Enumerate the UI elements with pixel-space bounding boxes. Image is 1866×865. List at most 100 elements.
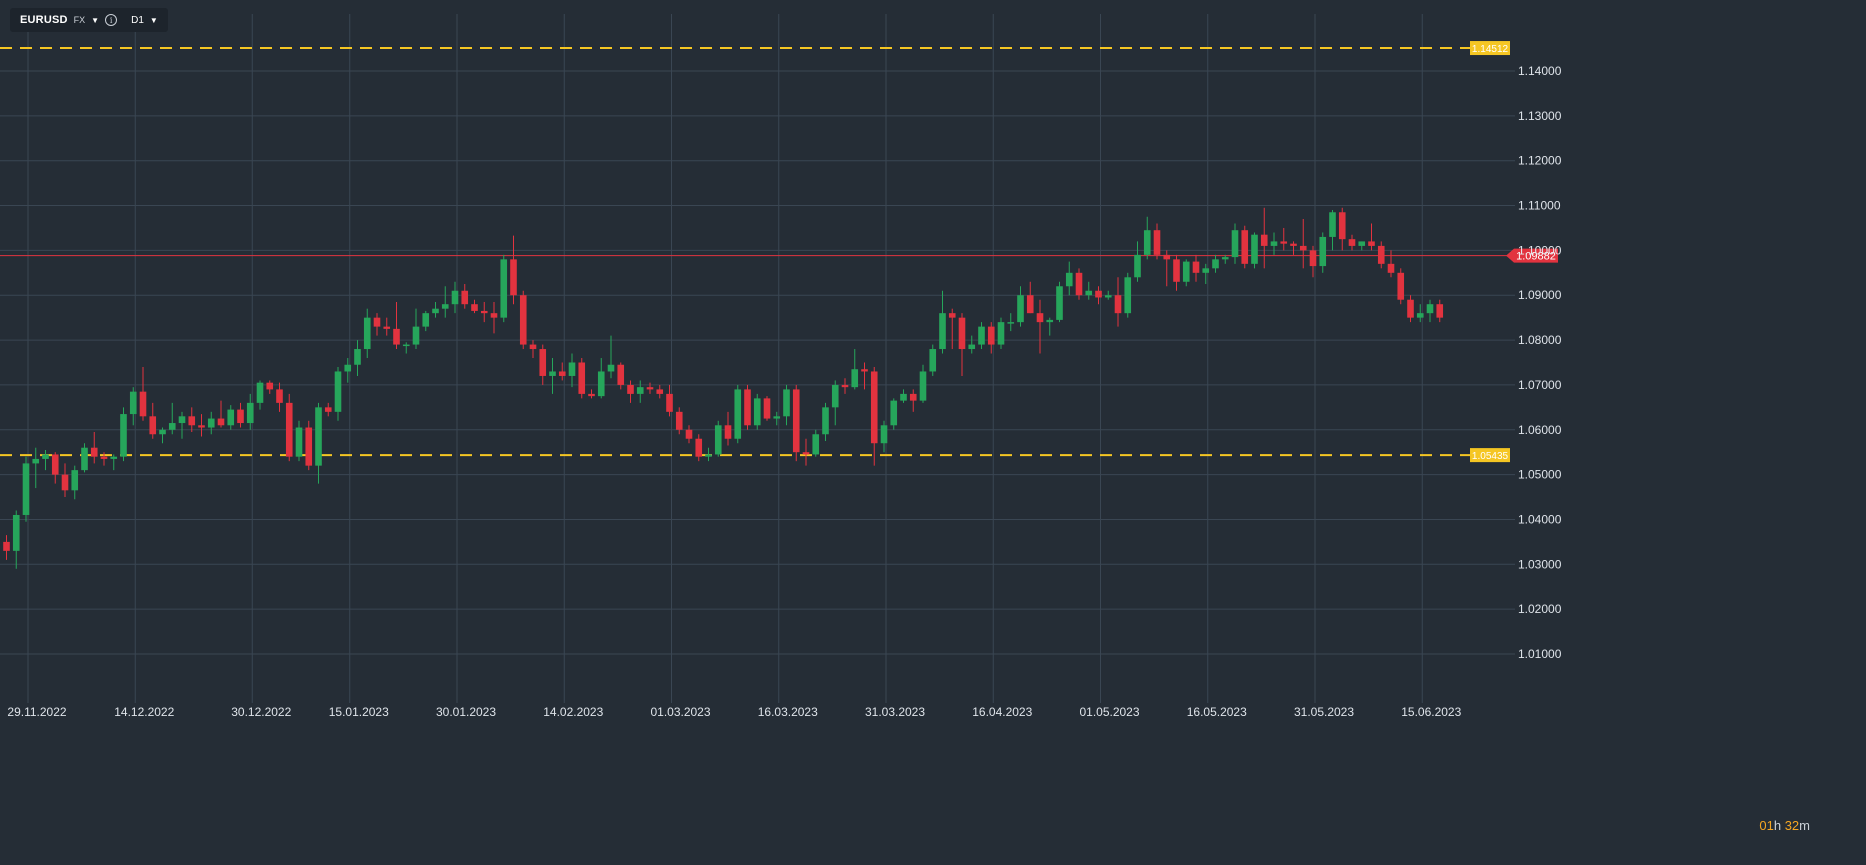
level-badge (1470, 41, 1510, 56)
candle (100, 452, 108, 466)
candle (1065, 261, 1073, 296)
timeframe-selector[interactable]: D1 (131, 14, 144, 26)
y-tick-label: 1.13000 (1518, 109, 1562, 123)
candle (1182, 259, 1190, 287)
candle-body (237, 409, 244, 424)
candle-body (1114, 295, 1122, 314)
candle-body (363, 317, 371, 350)
candle (1368, 223, 1375, 251)
candle (549, 358, 556, 394)
countdown-hours-unit: h (1773, 818, 1782, 833)
x-tick-label: 31.03.2023 (865, 705, 925, 719)
candle (929, 344, 937, 376)
y-tick-label: 1.01000 (1518, 647, 1562, 661)
market-dropdown-icon[interactable]: ▼ (91, 15, 100, 25)
symbol-label[interactable]: EURUSD (20, 14, 68, 26)
candle-body (373, 317, 381, 327)
candle-body (1329, 212, 1336, 237)
candle (42, 449, 49, 471)
candle-body (393, 328, 400, 345)
candle-body (714, 425, 722, 455)
symbol-toolbar: EURUSD FX ▼ i D1 ▼ (10, 8, 168, 32)
candle (168, 402, 176, 435)
candle (129, 387, 137, 426)
candle-body (1397, 272, 1405, 300)
candle-body (1056, 286, 1063, 320)
candle (890, 398, 898, 430)
level-label: 1.14512 (1472, 44, 1509, 55)
y-tick-label: 1.11000 (1518, 199, 1561, 213)
candle-body (315, 407, 322, 466)
candle (841, 378, 849, 394)
candle (919, 364, 927, 403)
candle-body (539, 349, 547, 376)
current-price-tag (1506, 248, 1558, 263)
x-tick-label: 29.11.2022 (7, 705, 66, 719)
candle (1095, 286, 1102, 305)
y-tick-label: 1.09000 (1518, 288, 1562, 302)
y-tick-label: 1.06000 (1518, 423, 1562, 437)
candle (1329, 210, 1336, 251)
candle-body (12, 514, 20, 551)
candle (734, 384, 742, 444)
info-icon[interactable]: i (105, 14, 118, 26)
candle (1416, 304, 1424, 323)
candle-body (1026, 295, 1034, 314)
timeframe-dropdown-icon[interactable]: ▼ (149, 15, 158, 25)
x-tick-label: 01.05.2023 (1079, 705, 1139, 719)
candle (344, 358, 352, 383)
x-tick-label: 16.03.2023 (758, 705, 818, 719)
candle (1173, 254, 1180, 291)
candle-body (1299, 245, 1307, 251)
candle (1231, 223, 1239, 264)
candle-body (519, 295, 527, 345)
candle (997, 317, 1005, 350)
candle-body (919, 371, 927, 401)
candle-body (1387, 263, 1395, 273)
candle (422, 310, 430, 332)
countdown-hours: 01 (1759, 818, 1774, 833)
candle-body (1104, 295, 1112, 298)
candle (1143, 216, 1151, 260)
candle-body (666, 393, 673, 412)
candle (1426, 299, 1434, 323)
candle (1280, 227, 1288, 251)
candle-body (285, 402, 293, 457)
candle-body (841, 384, 849, 388)
candle-body (1241, 230, 1249, 264)
candle-body (402, 344, 410, 347)
candle-body (1153, 230, 1161, 255)
candle (3, 535, 10, 560)
x-tick-label: 01.03.2023 (650, 705, 710, 719)
candle (81, 443, 88, 473)
candle-body (812, 434, 820, 455)
candle-body (558, 371, 566, 376)
candle-body (705, 454, 712, 457)
candle (666, 384, 673, 417)
candle-body (266, 382, 274, 390)
candle (1124, 272, 1132, 318)
candle-body (198, 425, 205, 428)
candle-body (1182, 261, 1190, 282)
candle (1221, 254, 1229, 264)
candle (363, 308, 371, 359)
current-price-label: 1.09882 (1516, 251, 1556, 263)
y-tick-label: 1.07000 (1518, 378, 1562, 392)
candle (441, 286, 449, 318)
candle-body (1407, 299, 1414, 318)
candle (861, 362, 868, 390)
candle (90, 432, 98, 464)
candle (188, 407, 196, 433)
candle (597, 358, 605, 399)
candle-body (1173, 259, 1180, 282)
candle (178, 411, 186, 439)
candle-body (120, 414, 127, 457)
candle-body (870, 371, 878, 444)
candle (880, 420, 888, 453)
candle-body (568, 362, 576, 376)
countdown-minutes-unit: m (1799, 818, 1810, 833)
candle (1114, 277, 1122, 327)
x-tick-label: 16.04.2023 (972, 705, 1032, 719)
candle (237, 402, 244, 428)
